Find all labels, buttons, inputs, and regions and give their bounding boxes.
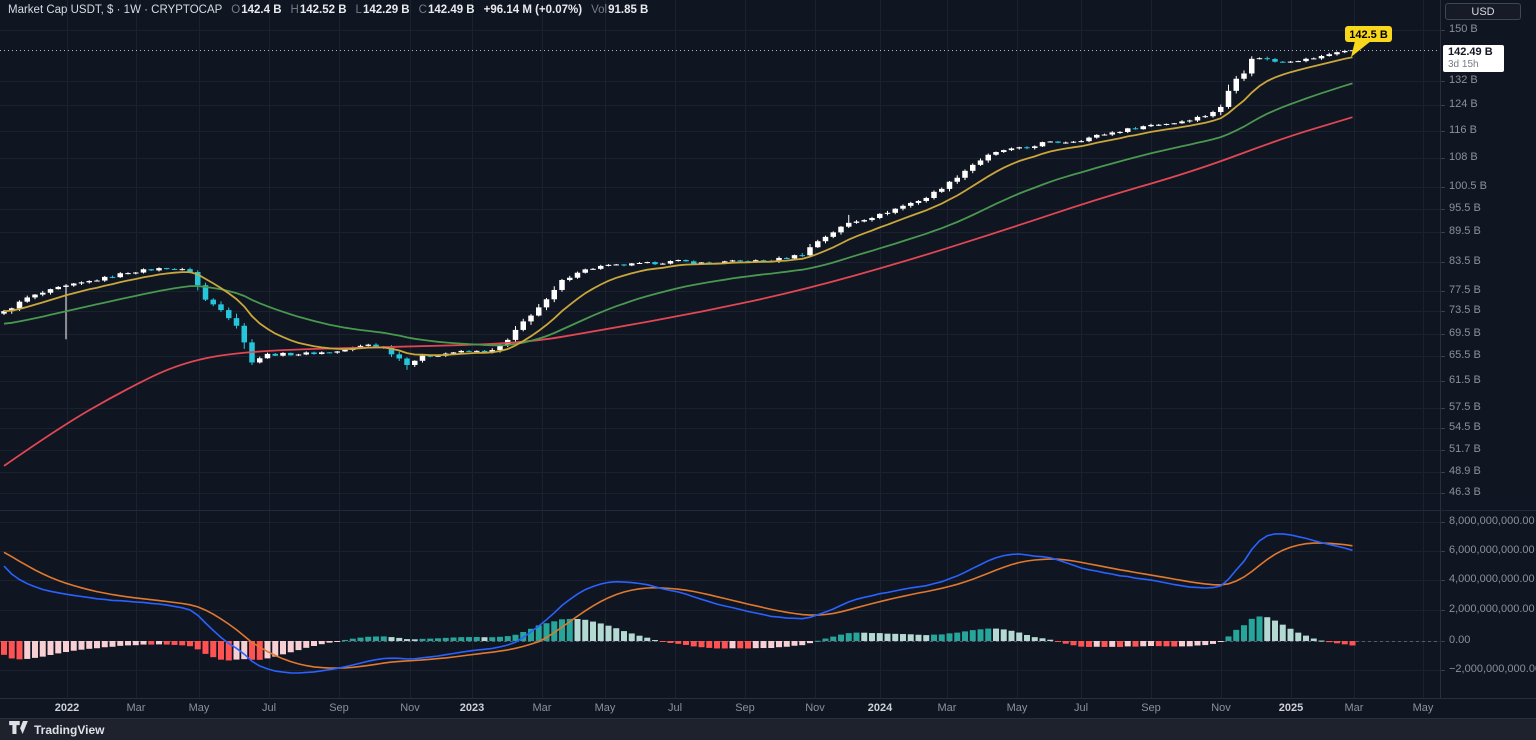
symbol-title[interactable]: Market Cap USDT, $ · 1W · CRYPTOCAP — [8, 4, 223, 16]
time-axis-label: May — [594, 702, 616, 714]
current-price-label: 142.49 B 3d 15h — [1443, 45, 1504, 72]
price-axis[interactable]: USD 142.49 B 3d 15h 150 B 132 B 124 B 116 B… — [1440, 0, 1536, 718]
footer-bar: TradingView — [0, 718, 1536, 740]
axis-tick — [1441, 81, 1445, 82]
axis-tick — [1441, 381, 1445, 382]
axis-label: 108 B — [1449, 151, 1478, 163]
axis-tick — [1441, 131, 1445, 132]
axis-tick — [1441, 493, 1445, 494]
axis-tick — [1441, 670, 1445, 671]
time-axis-label: Mar — [532, 702, 552, 714]
axis-tick — [1441, 522, 1445, 523]
time-axis-label: May — [188, 702, 210, 714]
axis-tick — [1441, 232, 1445, 233]
ohlc-close: C 142.49 B — [418, 4, 475, 16]
time-axis-label: Nov — [1211, 702, 1231, 714]
axis-label: 65.5 B — [1449, 349, 1481, 361]
axis-tick — [1441, 580, 1445, 581]
chart-canvas[interactable]: 142.5 B — [0, 0, 1440, 718]
axis-tick — [1441, 311, 1445, 312]
time-axis-label: Jul — [1073, 702, 1089, 714]
current-price-value: 142.49 B — [1448, 46, 1493, 58]
time-axis-label: Sep — [1141, 702, 1161, 714]
axis-tick — [1441, 105, 1445, 106]
time-axis-label: Mar — [1344, 702, 1364, 714]
axis-tick — [1441, 450, 1445, 451]
symbol-legend: Market Cap USDT, $ · 1W · CRYPTOCAP O 142… — [8, 4, 648, 16]
volume: Vol 91.85 B — [591, 4, 649, 16]
time-axis-label: Nov — [400, 702, 420, 714]
axis-label: 73.5 B — [1449, 304, 1481, 316]
time-axis-label: 2022 — [54, 702, 80, 714]
axis-label: 4,000,000,000.00 — [1449, 573, 1535, 585]
axis-label: 61.5 B — [1449, 374, 1481, 386]
axis-label: −2,000,000,000.00 — [1449, 663, 1536, 675]
axis-label: 77.5 B — [1449, 284, 1481, 296]
axis-label: 83.5 B — [1449, 255, 1481, 267]
time-axis-label: Sep — [329, 702, 349, 714]
axis-tick — [1441, 334, 1445, 335]
brand-name[interactable]: TradingView — [34, 722, 105, 737]
axis-tick — [1441, 187, 1445, 188]
time-axis-label: Mar — [937, 702, 957, 714]
axis-tick — [1441, 408, 1445, 409]
pane-separator[interactable] — [0, 510, 1536, 511]
axis-label: 0.00 — [1449, 634, 1471, 646]
currency-toggle-button[interactable]: USD — [1445, 3, 1521, 20]
axis-tick — [1441, 428, 1445, 429]
time-axis[interactable]: 2022 Mar May Jul Sep Nov 2023 Mar May Jul Sep Nov 20… — [0, 698, 1536, 719]
axis-label: 6,000,000,000.00 — [1449, 544, 1535, 556]
ohlc-high: H 142.52 B — [290, 4, 347, 16]
axis-label: 54.5 B — [1449, 421, 1481, 433]
axis-tick — [1441, 262, 1445, 263]
time-axis-label: 2024 — [867, 702, 893, 714]
axis-label: 8,000,000,000.00 — [1449, 515, 1535, 527]
axis-tick — [1441, 551, 1445, 552]
axis-label: 48.9 B — [1449, 465, 1481, 477]
axis-label: 100.5 B — [1449, 180, 1487, 192]
change-value: +96.14 M (+0.07%) — [483, 4, 583, 16]
axis-label: 150 B — [1449, 23, 1478, 35]
price-callout: 142.5 B — [1345, 26, 1392, 57]
time-axis-label: Mar — [126, 702, 146, 714]
time-axis-label: 2023 — [459, 702, 485, 714]
axis-tick — [1441, 209, 1445, 210]
ohlc-low: L 142.29 B — [355, 4, 410, 16]
axis-label: 69.5 B — [1449, 327, 1481, 339]
time-axis-label: May — [1006, 702, 1028, 714]
time-axis-label: May — [1412, 702, 1434, 714]
axis-tick — [1441, 641, 1445, 642]
time-axis-label: Jul — [261, 702, 277, 714]
axis-label: 51.7 B — [1449, 443, 1481, 455]
ohlc-open: O 142.4 B — [231, 4, 282, 16]
axis-tick — [1441, 30, 1445, 31]
time-axis-label: Sep — [735, 702, 755, 714]
axis-label: 2,000,000,000.00 — [1449, 603, 1535, 615]
axis-tick — [1441, 610, 1445, 611]
tradingview-logo-icon[interactable] — [9, 720, 28, 739]
axis-tick — [1441, 356, 1445, 357]
time-axis-label: 2025 — [1278, 702, 1304, 714]
svg-text:142.5 B: 142.5 B — [1349, 29, 1388, 41]
axis-tick — [1441, 158, 1445, 159]
time-axis-label: Nov — [805, 702, 825, 714]
axis-label: 132 B — [1449, 74, 1478, 86]
bar-countdown: 3d 15h — [1448, 59, 1479, 70]
axis-label: 95.5 B — [1449, 202, 1481, 214]
axis-label: 57.5 B — [1449, 401, 1481, 413]
axis-label: 46.3 B — [1449, 486, 1481, 498]
axis-label: 116 B — [1449, 124, 1477, 136]
axis-tick — [1441, 291, 1445, 292]
axis-label: 89.5 B — [1449, 225, 1481, 237]
chart-pane[interactable]: 142.5 B Market Cap USDT, $ · 1W · CRYPTO… — [0, 0, 1440, 718]
axis-tick — [1441, 472, 1445, 473]
axis-label: 124 B — [1449, 98, 1478, 110]
time-axis-label: Jul — [667, 702, 683, 714]
